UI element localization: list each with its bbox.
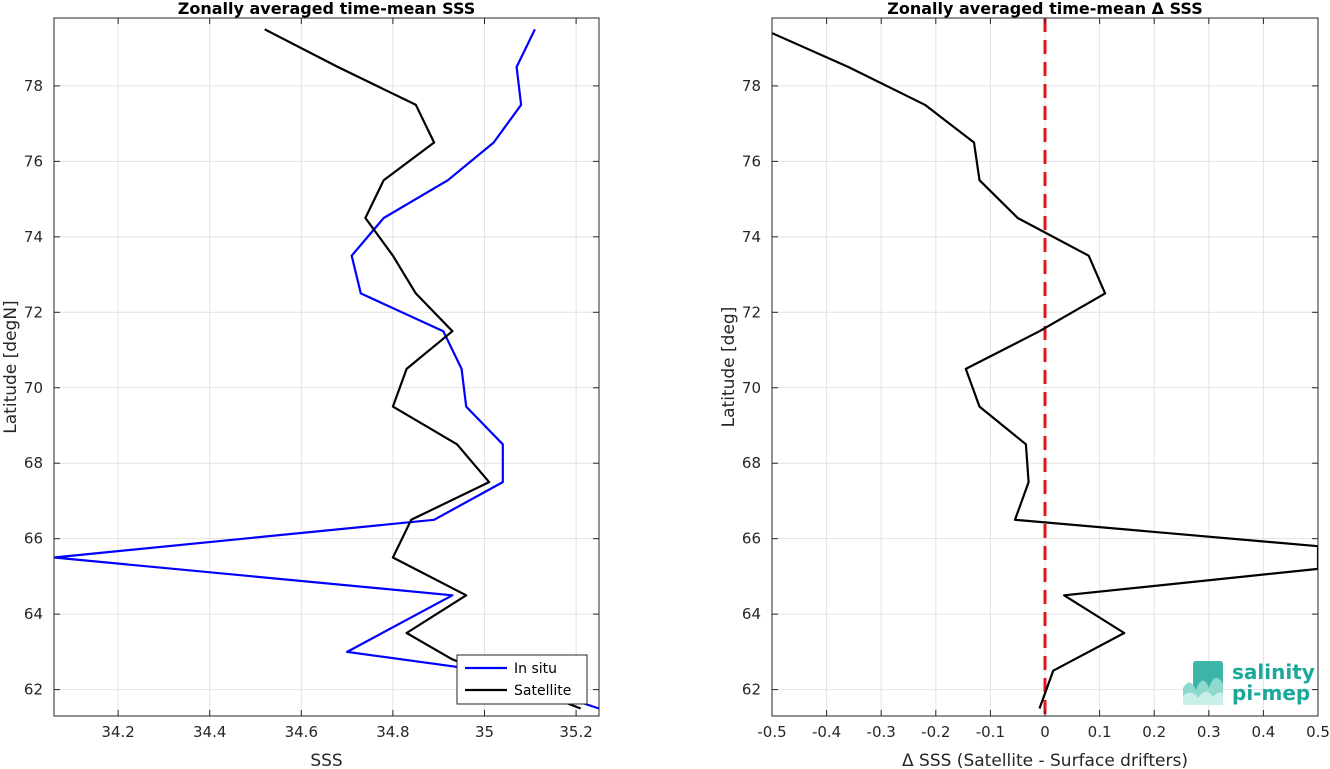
x-tick-label: 34.8 bbox=[376, 723, 409, 741]
x-tick-label: 35.2 bbox=[559, 723, 592, 741]
x-tick-label: 0.2 bbox=[1142, 723, 1166, 741]
y-tick-label: 76 bbox=[742, 152, 761, 170]
x-axis-label: SSS bbox=[310, 751, 342, 769]
x-axis-label: Δ SSS (Satellite - Surface drifters) bbox=[902, 751, 1188, 769]
y-tick-label: 64 bbox=[24, 605, 43, 623]
y-axis-label: Latitude [deg] bbox=[719, 307, 739, 428]
y-tick-label: 78 bbox=[24, 77, 43, 95]
x-tick-label: 35 bbox=[475, 723, 494, 741]
y-tick-label: 66 bbox=[24, 530, 43, 548]
x-tick-label: 34.6 bbox=[285, 723, 318, 741]
y-tick-label: 74 bbox=[24, 228, 43, 246]
x-tick-label: -0.4 bbox=[812, 723, 841, 741]
y-tick-label: 70 bbox=[24, 379, 43, 397]
legend-label-in-situ: In situ bbox=[514, 661, 557, 677]
x-tick-label: 0 bbox=[1040, 723, 1050, 741]
y-tick-label: 68 bbox=[742, 454, 761, 472]
x-tick-label: -0.1 bbox=[976, 723, 1005, 741]
y-tick-label: 72 bbox=[742, 303, 761, 321]
chart-title: Zonally averaged time-mean SSS bbox=[178, 0, 476, 18]
x-tick-label: -0.3 bbox=[867, 723, 896, 741]
y-tick-label: 62 bbox=[742, 681, 761, 699]
y-axis-label: Latitude [degN] bbox=[1, 300, 21, 433]
logo-wave-light-icon bbox=[1183, 691, 1223, 705]
y-tick-label: 76 bbox=[24, 152, 43, 170]
chart-title: Zonally averaged time-mean Δ SSS bbox=[887, 0, 1203, 18]
y-tick-label: 72 bbox=[24, 303, 43, 321]
x-tick-label: 0.4 bbox=[1251, 723, 1275, 741]
x-tick-label: 34.4 bbox=[193, 723, 226, 741]
y-tick-label: 78 bbox=[742, 77, 761, 95]
legend-label-satellite: Satellite bbox=[514, 683, 571, 699]
series-line-satellite bbox=[264, 28, 582, 710]
y-tick-label: 70 bbox=[742, 379, 761, 397]
series-line-1 bbox=[772, 32, 1318, 709]
y-tick-label: 64 bbox=[742, 605, 761, 623]
series-line-in-situ bbox=[54, 28, 599, 710]
x-tick-label: 0.1 bbox=[1088, 723, 1112, 741]
axes-frame bbox=[53, 17, 600, 717]
legend: In situ Satellite bbox=[456, 654, 588, 705]
logo-line2: pi-mep bbox=[1232, 681, 1310, 705]
y-tick-label: 62 bbox=[24, 681, 43, 699]
x-tick-label: -0.2 bbox=[921, 723, 950, 741]
x-tick-label: -0.5 bbox=[757, 723, 786, 741]
x-tick-label: 34.2 bbox=[101, 723, 134, 741]
logo-line1: salinity bbox=[1232, 660, 1315, 684]
chart-panel-2: -0.5 -0.4 -0.3 -0.2 -0.1 0 0.1 0.2 0.3 0.4 0.5 62 64… bbox=[719, 0, 1330, 769]
y-tick-label: 74 bbox=[742, 228, 761, 246]
y-tick-label: 68 bbox=[24, 454, 43, 472]
x-tick-label: 0.5 bbox=[1306, 723, 1330, 741]
chart-panel-1: 34.2 34.4 34.6 34.8 35 35.2 62 64 66 68 70 72 74 76 78… bbox=[1, 0, 600, 769]
x-tick-label: 0.3 bbox=[1197, 723, 1221, 741]
legend-box bbox=[456, 654, 588, 705]
y-tick-label: 66 bbox=[742, 530, 761, 548]
